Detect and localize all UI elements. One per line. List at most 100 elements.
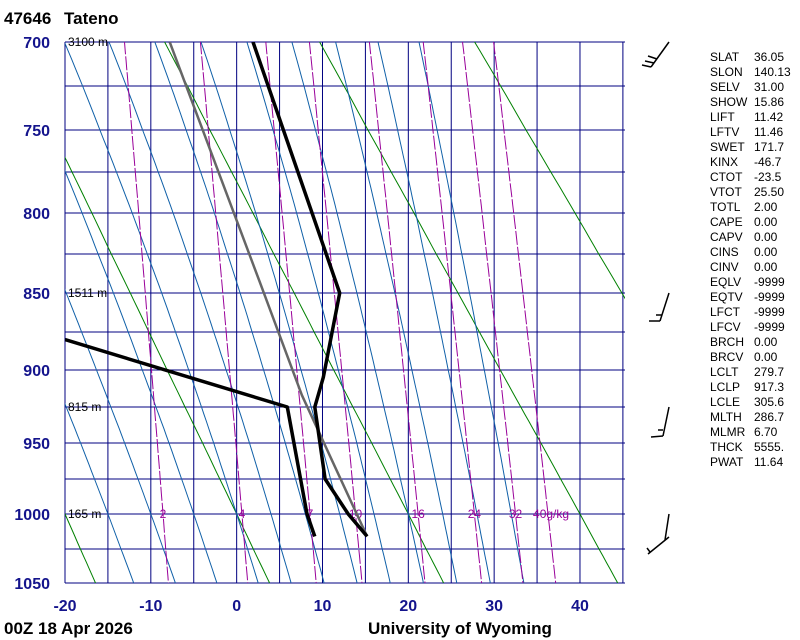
index-name: SHOW [710,95,748,109]
wind-barb-850 [649,292,670,322]
index-value: -9999 [754,290,785,304]
height-label: 3100 m [68,35,108,49]
mixing-ratio-line [123,42,169,583]
height-label: 1511 m [68,286,107,300]
index-name: CINV [710,260,739,274]
index-value: -9999 [754,275,785,289]
index-value: 0.00 [754,245,778,259]
data-source: University of Wyoming [368,619,552,638]
moist-adiabat [418,42,525,583]
index-value: 11.64 [754,455,783,469]
index-name: SLAT [710,50,740,64]
index-name: MLTH [710,410,742,424]
index-name: LFCV [710,320,741,334]
index-value: 11.42 [754,110,783,124]
index-value: 31.00 [754,80,784,94]
wind-barbs [641,41,670,555]
index-name: LIFT [710,110,735,124]
grid [64,41,625,584]
index-value: 917.3 [754,380,784,394]
index-name: LFCT [710,305,741,319]
mixing-ratio-label: 4 [239,507,246,521]
wind-barb-700 [641,41,670,68]
index-name: MLMR [710,425,746,439]
index-name: SLON [710,65,743,79]
mixing-ratio-label: 2 [160,507,167,521]
pressure-tick-label: 1050 [14,576,50,593]
mixing-ratio-label: 24 [468,507,482,521]
index-name: SWET [710,140,745,154]
parcel-line [168,42,369,537]
index-name: CAPV [710,230,743,244]
temperature-tick-label: 30 [485,598,503,615]
index-value: 286.7 [754,410,784,424]
mixing-ratio-label: 40g/kg [533,507,569,521]
index-value: 279.7 [754,365,784,379]
moist-adiabat [291,42,424,583]
temperature-line [251,42,369,538]
mixing-ratio-line [265,42,317,583]
wind-barb-1000 [646,513,670,555]
axis-labels: 700 750 800 850 900 950 1000 1050-20 -10 0 10 20 30 4… [14,35,589,615]
mixing-ratio-label: 16 [411,507,425,521]
index-value: 171.7 [754,140,784,154]
index-name: EQTV [710,290,743,304]
index-name: KINX [710,155,738,169]
index-name: LFTV [710,125,739,139]
index-value: -23.5 [754,170,782,184]
pressure-tick-label: 850 [23,286,50,303]
mixing-ratio-label: 7 [307,507,314,521]
index-value: 36.05 [754,50,784,64]
mixing-ratio-line [422,42,483,583]
pressure-tick-label: 750 [23,123,50,140]
moist-adiabat [108,42,292,583]
pressure-tick-label: 900 [23,363,50,380]
background-lines [65,42,625,583]
moist-adiabat [335,42,458,583]
index-value: 140.13 [754,65,791,79]
index-name: BRCV [710,350,743,364]
wind-barb-925 [650,406,670,438]
index-name: LCLE [710,395,740,409]
moist-adiabat [65,288,176,583]
moist-adiabat [65,42,259,583]
index-value: 305.6 [754,395,784,409]
pressure-tick-label: 1000 [14,507,50,524]
temperature-tick-label: -20 [53,598,76,615]
index-value: 0.00 [754,350,778,364]
moist-adiabat [200,42,358,583]
index-name: LCLP [710,380,740,394]
dry-adiabat [474,42,625,300]
index-value: 25.50 [754,185,784,199]
mixing-ratio-line [368,42,426,583]
moist-adiabat [65,169,218,583]
observation-time: 00Z 18 Apr 2026 [4,619,133,638]
mixing-ratio-label: 32 [509,507,523,521]
index-value: 15.86 [754,95,784,109]
index-value: 5555. [754,440,784,454]
index-name: VTOT [710,185,742,199]
index-name: CINS [710,245,739,259]
temperature-tick-label: -10 [139,598,162,615]
index-name: CAPE [710,215,743,229]
index-value: 2.00 [754,200,778,214]
station-id: 47646 [4,9,51,28]
stability-indices: SLAT 36.05 SLON 140.13 SELV 31.00 SHOW 15.86 LIF… [710,50,791,469]
index-value: 0.00 [754,215,778,229]
moist-adiabat [246,42,391,583]
station-name: Tateno [64,9,118,28]
profiles [65,42,369,538]
index-value: -9999 [754,320,785,334]
index-name: CTOT [710,170,743,184]
index-value: 6.70 [754,425,778,439]
index-value: 0.00 [754,230,778,244]
pressure-tick-label: 800 [23,206,50,223]
moist-adiabat [154,42,325,583]
temperature-tick-label: 20 [399,598,417,615]
index-name: SELV [710,80,740,94]
index-name: EQLV [710,275,741,289]
moist-adiabat [377,42,491,583]
pressure-tick-label: 950 [23,436,50,453]
index-value: 11.46 [754,125,783,139]
